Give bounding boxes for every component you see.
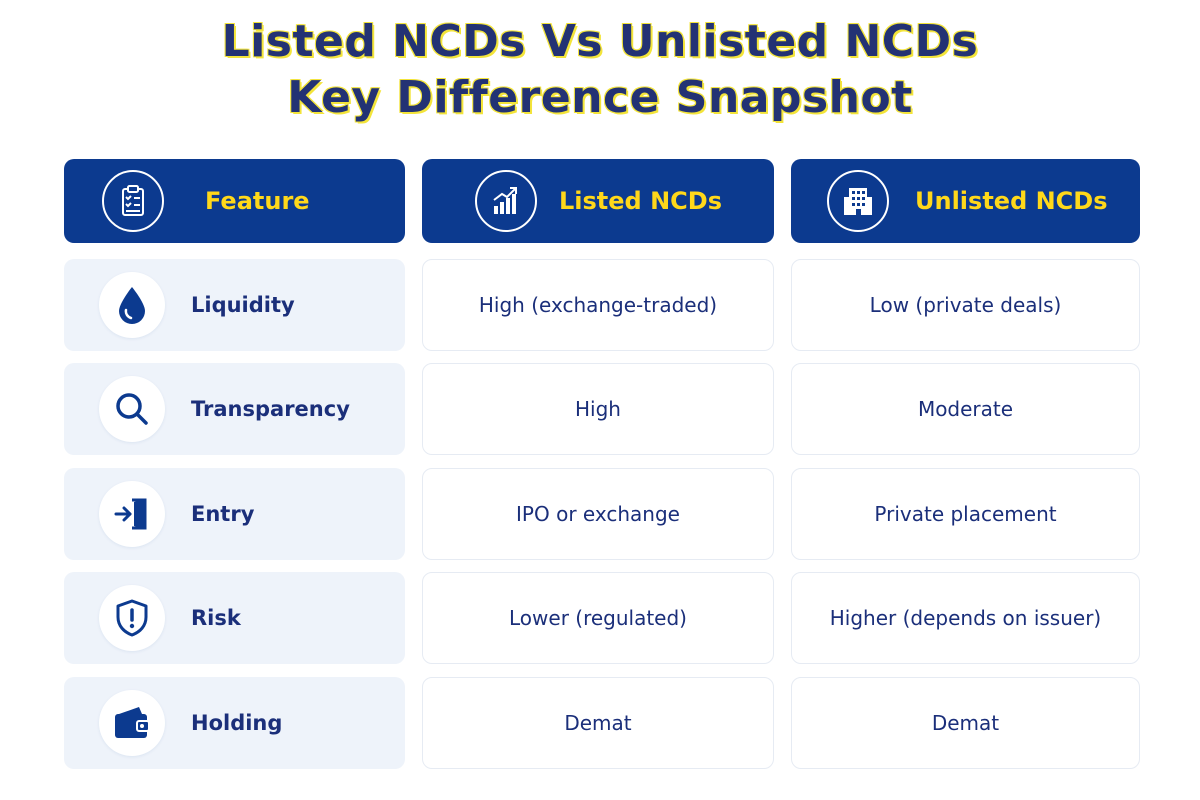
header-feature-label: Feature [205,187,310,215]
title-line-2: Key Difference Snapshot [287,72,913,123]
header-feature: Feature [64,159,405,243]
header-unlisted-ncds: Unlisted NCDs [791,159,1140,243]
building-icon [827,170,889,232]
feature-label: Liquidity [191,293,295,317]
listed-value: High [422,363,774,455]
header-unlisted-label: Unlisted NCDs [915,187,1108,215]
listed-value: IPO or exchange [422,468,774,560]
shield-alert-icon [99,585,165,651]
feature-cell-liquidity: Liquidity [64,259,405,351]
feature-cell-transparency: Transparency [64,363,405,455]
growth-chart-icon [475,170,537,232]
listed-value: Lower (regulated) [422,572,774,664]
header-listed-ncds: Listed NCDs [422,159,774,243]
entry-door-icon [99,481,165,547]
unlisted-value: Higher (depends on issuer) [791,572,1140,664]
feature-cell-entry: Entry [64,468,405,560]
unlisted-value: Low (private deals) [791,259,1140,351]
header-listed-label: Listed NCDs [559,187,722,215]
listed-value: High (exchange-traded) [422,259,774,351]
feature-label: Risk [191,606,241,630]
feature-label: Transparency [191,397,350,421]
feature-cell-holding: Holding [64,677,405,769]
feature-cell-risk: Risk [64,572,405,664]
feature-label: Holding [191,711,283,735]
unlisted-value: Moderate [791,363,1140,455]
clipboard-checklist-icon [102,170,164,232]
water-drop-icon [99,272,165,338]
unlisted-value: Demat [791,677,1140,769]
page-title: Listed NCDs Vs Unlisted NCDs Key Differe… [0,14,1200,126]
feature-label: Entry [191,502,255,526]
title-line-1: Listed NCDs Vs Unlisted NCDs [221,16,979,67]
unlisted-value: Private placement [791,468,1140,560]
wallet-icon [99,690,165,756]
magnifier-icon [99,376,165,442]
listed-value: Demat [422,677,774,769]
